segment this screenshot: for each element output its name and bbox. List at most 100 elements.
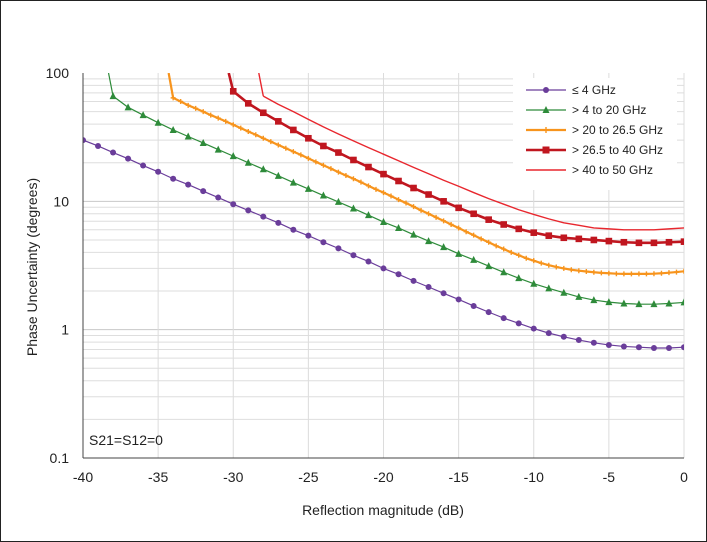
data-point (658, 270, 664, 276)
data-point (395, 177, 402, 185)
x-tick-label: 0 (680, 469, 688, 485)
data-point (230, 122, 236, 128)
data-point (538, 260, 544, 266)
data-point (260, 213, 267, 220)
series-entry-segment (258, 73, 264, 97)
y-tick-label: 1 (61, 322, 69, 338)
data-point (364, 211, 372, 219)
data-point (259, 165, 267, 173)
data-point (184, 132, 192, 140)
data-point (583, 268, 589, 274)
data-point (214, 145, 222, 153)
data-point (403, 200, 409, 206)
legend-label: > 26.5 to 40 GHz (572, 143, 663, 157)
data-point (365, 258, 372, 265)
data-point (199, 138, 207, 146)
data-point (628, 271, 634, 277)
data-point (523, 255, 529, 261)
data-point (620, 343, 627, 350)
data-point (530, 279, 538, 287)
data-point (380, 170, 387, 178)
data-point (463, 229, 469, 235)
data-point (350, 176, 356, 182)
data-point (543, 87, 549, 93)
legend-item: > 4 to 20 GHz (526, 103, 646, 117)
data-point (440, 290, 447, 297)
series-0 (83, 137, 684, 351)
data-point (441, 218, 447, 224)
data-point (411, 204, 417, 210)
data-point (590, 339, 597, 346)
data-point (305, 134, 312, 142)
data-point (673, 269, 679, 275)
data-point (643, 271, 649, 277)
data-point (139, 111, 147, 119)
data-point (425, 191, 432, 198)
data-point (560, 333, 567, 340)
series-3 (229, 88, 684, 247)
legend-label: > 4 to 20 GHz (572, 103, 646, 117)
data-point (365, 183, 371, 189)
data-point (229, 88, 237, 95)
y-tick-label: 10 (53, 193, 69, 209)
data-point (651, 271, 657, 277)
legend: ≤ 4 GHz > 4 to 20 GHz > 20 to 26.5 GHz > 26… (513, 78, 677, 190)
data-point (590, 236, 598, 244)
data-point (650, 300, 658, 308)
data-point (244, 100, 252, 107)
data-point (304, 184, 312, 192)
legend-background (513, 78, 677, 190)
data-point (380, 218, 387, 226)
y-axis-label: Phase Uncertainty (degrees) (24, 178, 40, 356)
data-point (470, 255, 478, 263)
data-point (380, 265, 387, 272)
data-point (665, 344, 672, 351)
data-point (681, 268, 684, 274)
x-tick-label: -30 (223, 469, 243, 485)
data-point (635, 344, 642, 351)
series-4 (262, 95, 684, 231)
data-point (681, 344, 684, 351)
data-point (515, 320, 522, 327)
data-point (275, 219, 282, 226)
data-point (456, 225, 462, 231)
data-point (545, 330, 552, 337)
series-2 (170, 95, 684, 277)
data-point (598, 270, 604, 276)
series-clip-group (83, 73, 684, 351)
data-point (245, 207, 252, 214)
legend-item: > 26.5 to 40 GHz (526, 143, 663, 157)
data-point (140, 162, 147, 169)
data-point (319, 191, 327, 199)
data-point (223, 118, 229, 124)
data-point (553, 264, 559, 270)
data-point (433, 214, 439, 220)
data-point (530, 325, 537, 332)
data-point (200, 109, 206, 115)
data-point (620, 238, 628, 246)
legend-item: > 20 to 26.5 GHz (526, 123, 663, 137)
data-point (470, 210, 477, 218)
data-point (500, 221, 507, 228)
data-point (605, 298, 613, 306)
data-point (350, 252, 357, 259)
data-point (543, 127, 549, 133)
data-point (305, 232, 312, 239)
legend-label: > 40 to 50 GHz (572, 163, 653, 177)
data-point (493, 243, 499, 249)
data-point (208, 112, 214, 118)
legend-label: ≤ 4 GHz (572, 83, 616, 97)
data-point (576, 268, 582, 274)
data-point (605, 237, 613, 245)
data-point (328, 166, 334, 172)
data-point (95, 142, 102, 149)
data-point (289, 178, 297, 186)
data-point (170, 175, 177, 182)
data-point (268, 139, 274, 145)
data-point (109, 92, 117, 100)
data-point (381, 190, 386, 196)
data-point (546, 262, 552, 268)
data-point (334, 197, 342, 205)
data-point (501, 246, 507, 252)
data-point (560, 288, 568, 296)
